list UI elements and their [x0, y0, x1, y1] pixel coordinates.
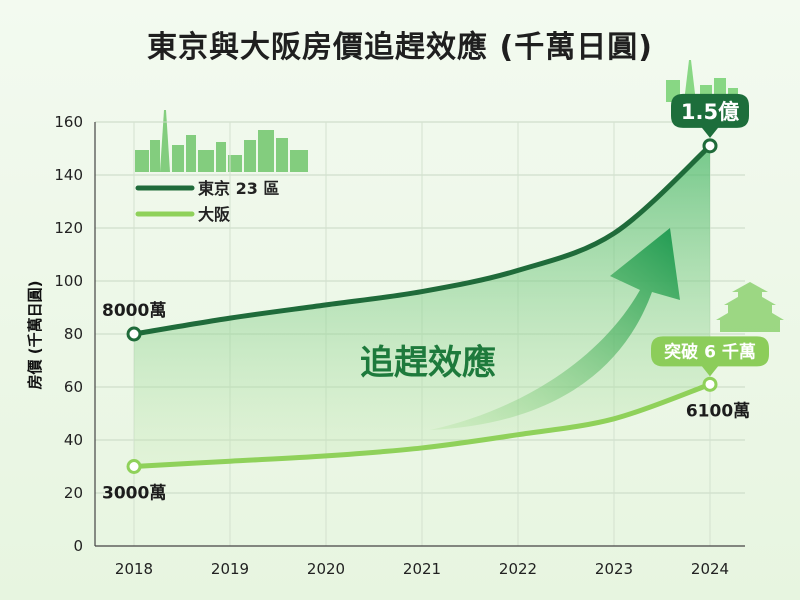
y-tick-label: 140 [54, 166, 83, 184]
osaka-castle-icon [716, 282, 784, 332]
x-tick-label: 2020 [307, 560, 345, 578]
data-label-osaka-start: 3000萬 [102, 483, 166, 504]
callout-osaka-text: 突破 6 千萬 [664, 341, 756, 362]
y-axis-label: 房價 (千萬日圓) [26, 281, 44, 390]
catch-up-arrow-icon [430, 228, 680, 430]
y-tick-label: 100 [54, 272, 83, 290]
y-tick-label: 20 [64, 484, 83, 502]
callout-tokyo-bubble [671, 93, 749, 138]
marker-osaka [126, 459, 142, 474]
y-axis: 0 20 40 60 80 100 120 140 160 [54, 113, 96, 555]
callout-tokyo: 1.5億 [671, 93, 749, 138]
callout-osaka-bubble [651, 336, 769, 377]
series-line-tokyo [131, 143, 713, 337]
y-tick-label: 80 [64, 325, 83, 343]
catch-up-effect-label: 追趕效應 [360, 343, 496, 383]
x-tick-label: 2024 [691, 560, 729, 578]
x-tick-label: 2018 [115, 560, 153, 578]
legend: 東京 23 區 大阪 [135, 179, 279, 224]
series-line-osaka [131, 381, 713, 469]
x-axis: 2018 2019 2020 2021 2022 2023 2024 [95, 545, 745, 578]
marker-osaka [702, 376, 718, 392]
x-tick-label: 2019 [211, 560, 249, 578]
y-tick-label: 120 [54, 219, 83, 237]
legend-label-osaka: 大阪 [198, 205, 231, 224]
x-tick-label: 2022 [499, 560, 537, 578]
marker-tokyo [126, 326, 142, 342]
x-tick-label: 2023 [595, 560, 633, 578]
x-tick-label: 2021 [403, 560, 441, 578]
tokyo-skyline-icon [135, 110, 308, 172]
data-label-osaka-end: 6100萬 [686, 400, 750, 421]
callout-osaka: 突破 6 千萬 [651, 336, 769, 377]
chart-title: 東京與大阪房價追趕效應 (千萬日圓) [147, 30, 653, 65]
y-tick-label: 40 [64, 431, 83, 449]
y-tick-label: 0 [73, 537, 83, 555]
legend-label-tokyo: 東京 23 區 [198, 179, 279, 198]
callout-tokyo-text: 1.5億 [681, 100, 739, 124]
y-tick-label: 60 [64, 378, 83, 396]
marker-tokyo [702, 138, 718, 154]
y-tick-label: 160 [54, 113, 83, 131]
data-label-tokyo-start: 8000萬 [102, 300, 166, 321]
data-markers [126, 138, 718, 474]
